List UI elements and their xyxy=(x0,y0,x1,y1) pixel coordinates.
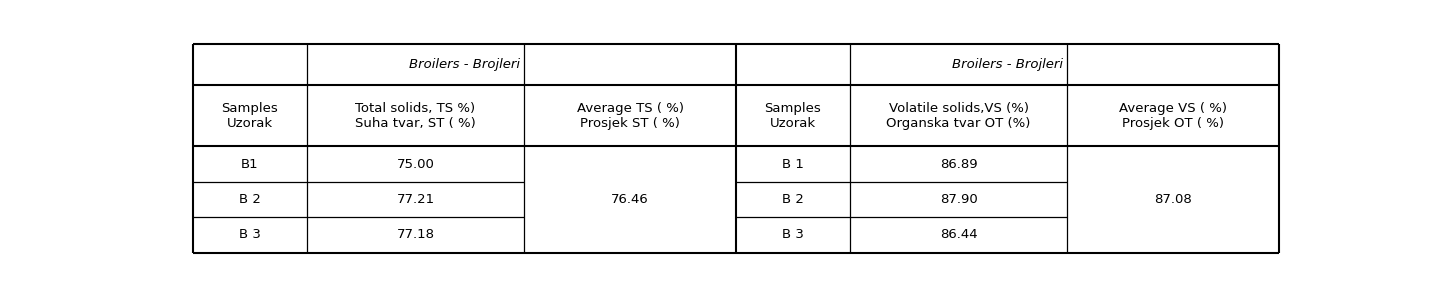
Text: 86.89: 86.89 xyxy=(939,158,978,171)
Text: B 2: B 2 xyxy=(783,193,804,206)
Text: Broilers - Brojleri: Broilers - Brojleri xyxy=(409,58,520,71)
Text: 87.08: 87.08 xyxy=(1155,193,1192,206)
Text: 76.46: 76.46 xyxy=(612,193,649,206)
Text: 75.00: 75.00 xyxy=(396,158,435,171)
Text: B 3: B 3 xyxy=(783,228,804,241)
Text: Samples
Uzorak: Samples Uzorak xyxy=(221,102,279,130)
Text: 77.18: 77.18 xyxy=(396,228,435,241)
Text: 87.90: 87.90 xyxy=(939,193,978,206)
Text: Average VS ( %)
Prosjek OT ( %): Average VS ( %) Prosjek OT ( %) xyxy=(1119,102,1228,130)
Text: B 2: B 2 xyxy=(238,193,261,206)
Text: Average TS ( %)
Prosjek ST ( %): Average TS ( %) Prosjek ST ( %) xyxy=(576,102,684,130)
Text: 86.44: 86.44 xyxy=(939,228,978,241)
Text: B 3: B 3 xyxy=(238,228,261,241)
Text: B1: B1 xyxy=(241,158,258,171)
Text: B 1: B 1 xyxy=(783,158,804,171)
Text: Samples
Uzorak: Samples Uzorak xyxy=(764,102,821,130)
Text: 77.21: 77.21 xyxy=(396,193,435,206)
Text: Total solids, TS %)
Suha tvar, ST ( %): Total solids, TS %) Suha tvar, ST ( %) xyxy=(355,102,475,130)
Text: Broilers - Brojleri: Broilers - Brojleri xyxy=(952,58,1063,71)
Text: Volatile solids,VS (%)
Organska tvar OT (%): Volatile solids,VS (%) Organska tvar OT … xyxy=(886,102,1031,130)
